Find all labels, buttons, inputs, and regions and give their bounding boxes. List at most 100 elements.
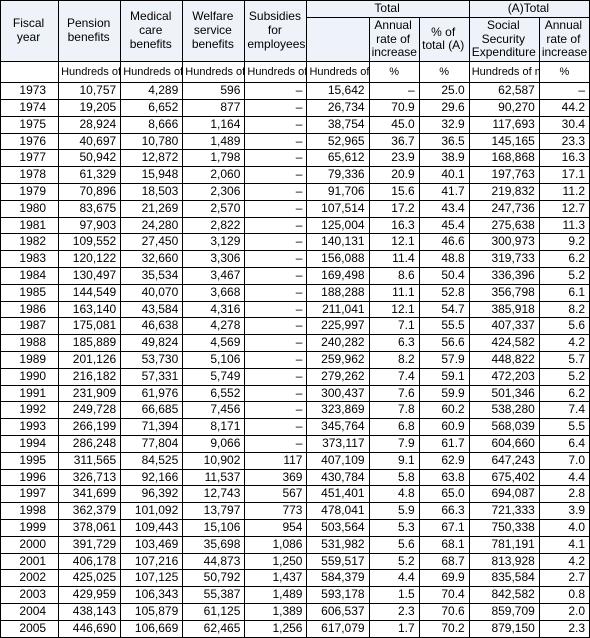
cell-total: 211,041 (307, 301, 369, 318)
col-medical: Medical care benefits (121, 1, 183, 62)
table-row: 197528,9248,6661,164–38,75445.032.9117,6… (1, 116, 590, 133)
cell-fy: 1995 (1, 452, 59, 469)
cell-total: 345,764 (307, 419, 369, 436)
cell-fy: 1996 (1, 469, 59, 486)
cell-medical: 77,804 (121, 436, 183, 453)
cell-sse: 356,798 (469, 284, 539, 301)
cell-fy: 1985 (1, 284, 59, 301)
table-row: 1992249,72866,6857,456–323,8697.860.2538… (1, 402, 590, 419)
cell-welfare: 50,792 (183, 570, 245, 587)
cell-trate: 9.1 (369, 452, 419, 469)
cell-pcta: 50.4 (419, 268, 469, 285)
cell-subs: – (245, 419, 307, 436)
cell-sse: 275,638 (469, 217, 539, 234)
cell-pcta: 68.7 (419, 553, 469, 570)
cell-welfare: 10,902 (183, 452, 245, 469)
cell-welfare: 12,743 (183, 486, 245, 503)
cell-trate: 23.9 (369, 150, 419, 167)
cell-trate: 70.9 (369, 100, 419, 117)
cell-pcta: 54.7 (419, 301, 469, 318)
cell-total: 169,498 (307, 268, 369, 285)
cell-arate: 17.1 (539, 167, 589, 184)
cell-pension: 286,248 (59, 436, 121, 453)
unit-trate: % (369, 62, 419, 83)
cell-medical: 66,685 (121, 402, 183, 419)
table-row: 197310,7574,289596–15,642–25.062,587– (1, 83, 590, 100)
cell-medical: 10,780 (121, 133, 183, 150)
cell-sse: 319,733 (469, 251, 539, 268)
col-subsidies: Subsidies for employees (245, 1, 307, 62)
cell-subs: – (245, 368, 307, 385)
table-row: 2000391,729103,46935,6981,086531,9825.66… (1, 536, 590, 553)
cell-arate: 6.1 (539, 284, 589, 301)
cell-welfare: 3,668 (183, 284, 245, 301)
table-row: 1995311,56584,52510,902117407,1099.162.9… (1, 452, 590, 469)
table-row: 198197,90324,2802,822–125,00416.345.4275… (1, 217, 590, 234)
cell-subs: – (245, 100, 307, 117)
table-header: Fiscal year Pension benefits Medical car… (1, 1, 590, 62)
cell-medical: 35,534 (121, 268, 183, 285)
cell-subs: 567 (245, 486, 307, 503)
cell-pension: 19,205 (59, 100, 121, 117)
cell-fy: 1981 (1, 217, 59, 234)
table-row: 2001406,178107,21644,8731,250559,5175.26… (1, 553, 590, 570)
cell-total: 593,178 (307, 587, 369, 604)
cell-pension: 163,140 (59, 301, 121, 318)
cell-welfare: 35,698 (183, 536, 245, 553)
cell-subs: – (245, 436, 307, 453)
cell-pension: 83,675 (59, 200, 121, 217)
unit-total: Hundreds of millions of yen (307, 62, 369, 83)
unit-sse: Hundreds of millions of yen (469, 62, 539, 83)
table-row: 1987175,08146,6384,278–225,9977.155.5407… (1, 318, 590, 335)
cell-pcta: 29.6 (419, 100, 469, 117)
cell-arate: 5.2 (539, 368, 589, 385)
cell-trate: 1.5 (369, 587, 419, 604)
cell-pension: 28,924 (59, 116, 121, 133)
cell-total: 79,336 (307, 167, 369, 184)
cell-pension: 362,379 (59, 503, 121, 520)
cell-subs: – (245, 301, 307, 318)
cell-total: 26,734 (307, 100, 369, 117)
cell-arate: 23.3 (539, 133, 589, 150)
cell-arate: 8.2 (539, 301, 589, 318)
cell-sse: 538,280 (469, 402, 539, 419)
cell-fy: 2002 (1, 570, 59, 587)
cell-arate: 4.0 (539, 520, 589, 537)
table-row: 197419,2056,652877–26,73470.929.690,2704… (1, 100, 590, 117)
cell-fy: 1998 (1, 503, 59, 520)
cell-pension: 50,942 (59, 150, 121, 167)
cell-sse: 750,338 (469, 520, 539, 537)
cell-arate: 5.2 (539, 268, 589, 285)
col-total-rate: Annual rate of increase (369, 17, 419, 61)
cell-sse: 62,587 (469, 83, 539, 100)
cell-medical: 84,525 (121, 452, 183, 469)
cell-pcta: 40.1 (419, 167, 469, 184)
cell-arate: 2.3 (539, 620, 589, 637)
cell-fy: 1987 (1, 318, 59, 335)
cell-arate: 4.1 (539, 536, 589, 553)
cell-medical: 32,660 (121, 251, 183, 268)
cell-medical: 49,824 (121, 335, 183, 352)
unit-welfare: Hundreds of millions of yen (183, 62, 245, 83)
cell-medical: 43,584 (121, 301, 183, 318)
cell-pcta: 66.3 (419, 503, 469, 520)
cell-arate: 7.4 (539, 402, 589, 419)
cell-fy: 1984 (1, 268, 59, 285)
cell-sse: 197,763 (469, 167, 539, 184)
cell-medical: 106,343 (121, 587, 183, 604)
unit-blank (1, 62, 59, 83)
unit-medical: Hundreds of millions of yen (121, 62, 183, 83)
cell-subs: – (245, 402, 307, 419)
cell-fy: 1993 (1, 419, 59, 436)
cell-pcta: 57.9 (419, 352, 469, 369)
cell-total: 430,784 (307, 469, 369, 486)
cell-arate: 4.4 (539, 469, 589, 486)
cell-arate: – (539, 83, 589, 100)
table-row: 1982109,55227,4503,129–140,13112.146.630… (1, 234, 590, 251)
cell-welfare: 877 (183, 100, 245, 117)
cell-fy: 2001 (1, 553, 59, 570)
table-row: 1989201,12653,7305,106–259,9628.257.9448… (1, 352, 590, 369)
cell-pension: 341,699 (59, 486, 121, 503)
cell-arate: 11.3 (539, 217, 589, 234)
table-row: 1999378,061109,44315,106954503,5645.367.… (1, 520, 590, 537)
